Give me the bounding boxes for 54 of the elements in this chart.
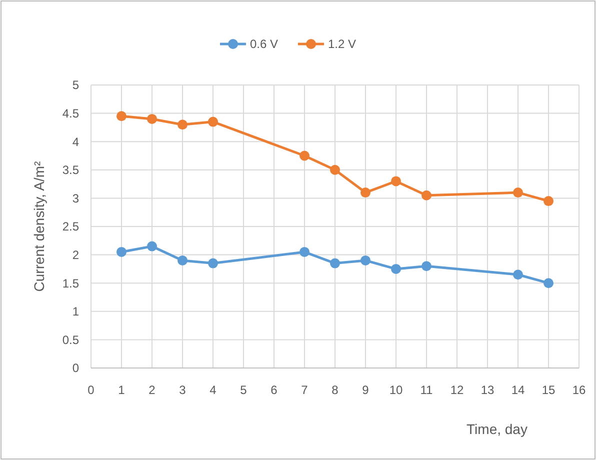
point (300, 246, 310, 257)
y-tick-label: 0 (72, 361, 80, 376)
point (391, 264, 401, 274)
y-tick-label: 4.5 (62, 106, 80, 120)
point (178, 255, 188, 266)
x-tick-label: 2 (148, 383, 156, 397)
point (544, 278, 554, 288)
point (178, 120, 188, 130)
point (330, 258, 340, 268)
x-tick-label: 1 (118, 383, 126, 397)
y-tick-label: 4 (72, 134, 80, 149)
y-tick-label: 1.5 (62, 276, 80, 290)
x-tick-label: 7 (301, 383, 308, 397)
y-tick-label: 2.5 (62, 220, 80, 234)
x-tick-label: 3 (179, 383, 186, 397)
x-tick-label: 11 (420, 383, 434, 397)
x-tick-label: 5 (240, 383, 248, 397)
legend-label: 1.2 V (328, 37, 356, 52)
legend-label: 0.6 V (250, 37, 278, 52)
point (330, 164, 340, 175)
y-axis-title: Current density, A/m² (31, 160, 47, 292)
x-tick-label: 10 (389, 383, 403, 397)
point (208, 116, 218, 127)
point (544, 196, 554, 206)
point (391, 176, 401, 186)
x-tick-label: 8 (332, 383, 339, 397)
y-tick-label: 5 (72, 78, 80, 92)
x-tick-label: 6 (270, 383, 278, 397)
point (147, 114, 157, 124)
x-tick-label: 13 (480, 383, 494, 397)
x-axis-title: Time, day (466, 421, 528, 437)
point (513, 270, 523, 280)
y-tick-label: 0.5 (62, 332, 80, 347)
point (147, 241, 157, 252)
x-tick-label: 15 (542, 383, 556, 397)
point (360, 255, 370, 266)
point (208, 258, 218, 268)
y-tick-label: 3 (72, 191, 80, 206)
point (300, 150, 310, 161)
x-tick-label: 14 (511, 383, 525, 397)
x-tick-label: 12 (450, 383, 464, 397)
x-tick-label: 16 (572, 383, 586, 397)
point (360, 188, 370, 198)
y-tick-label: 3.5 (62, 163, 80, 178)
x-tick-label: 9 (362, 383, 370, 397)
point (116, 111, 126, 122)
y-tick-label: 2 (72, 248, 80, 262)
point (116, 246, 126, 257)
point (422, 261, 432, 272)
point (513, 188, 523, 198)
point (422, 190, 432, 200)
x-tick-label: 4 (210, 383, 217, 397)
x-tick-label: 0 (88, 383, 95, 397)
y-tick-label: 1 (72, 304, 80, 319)
